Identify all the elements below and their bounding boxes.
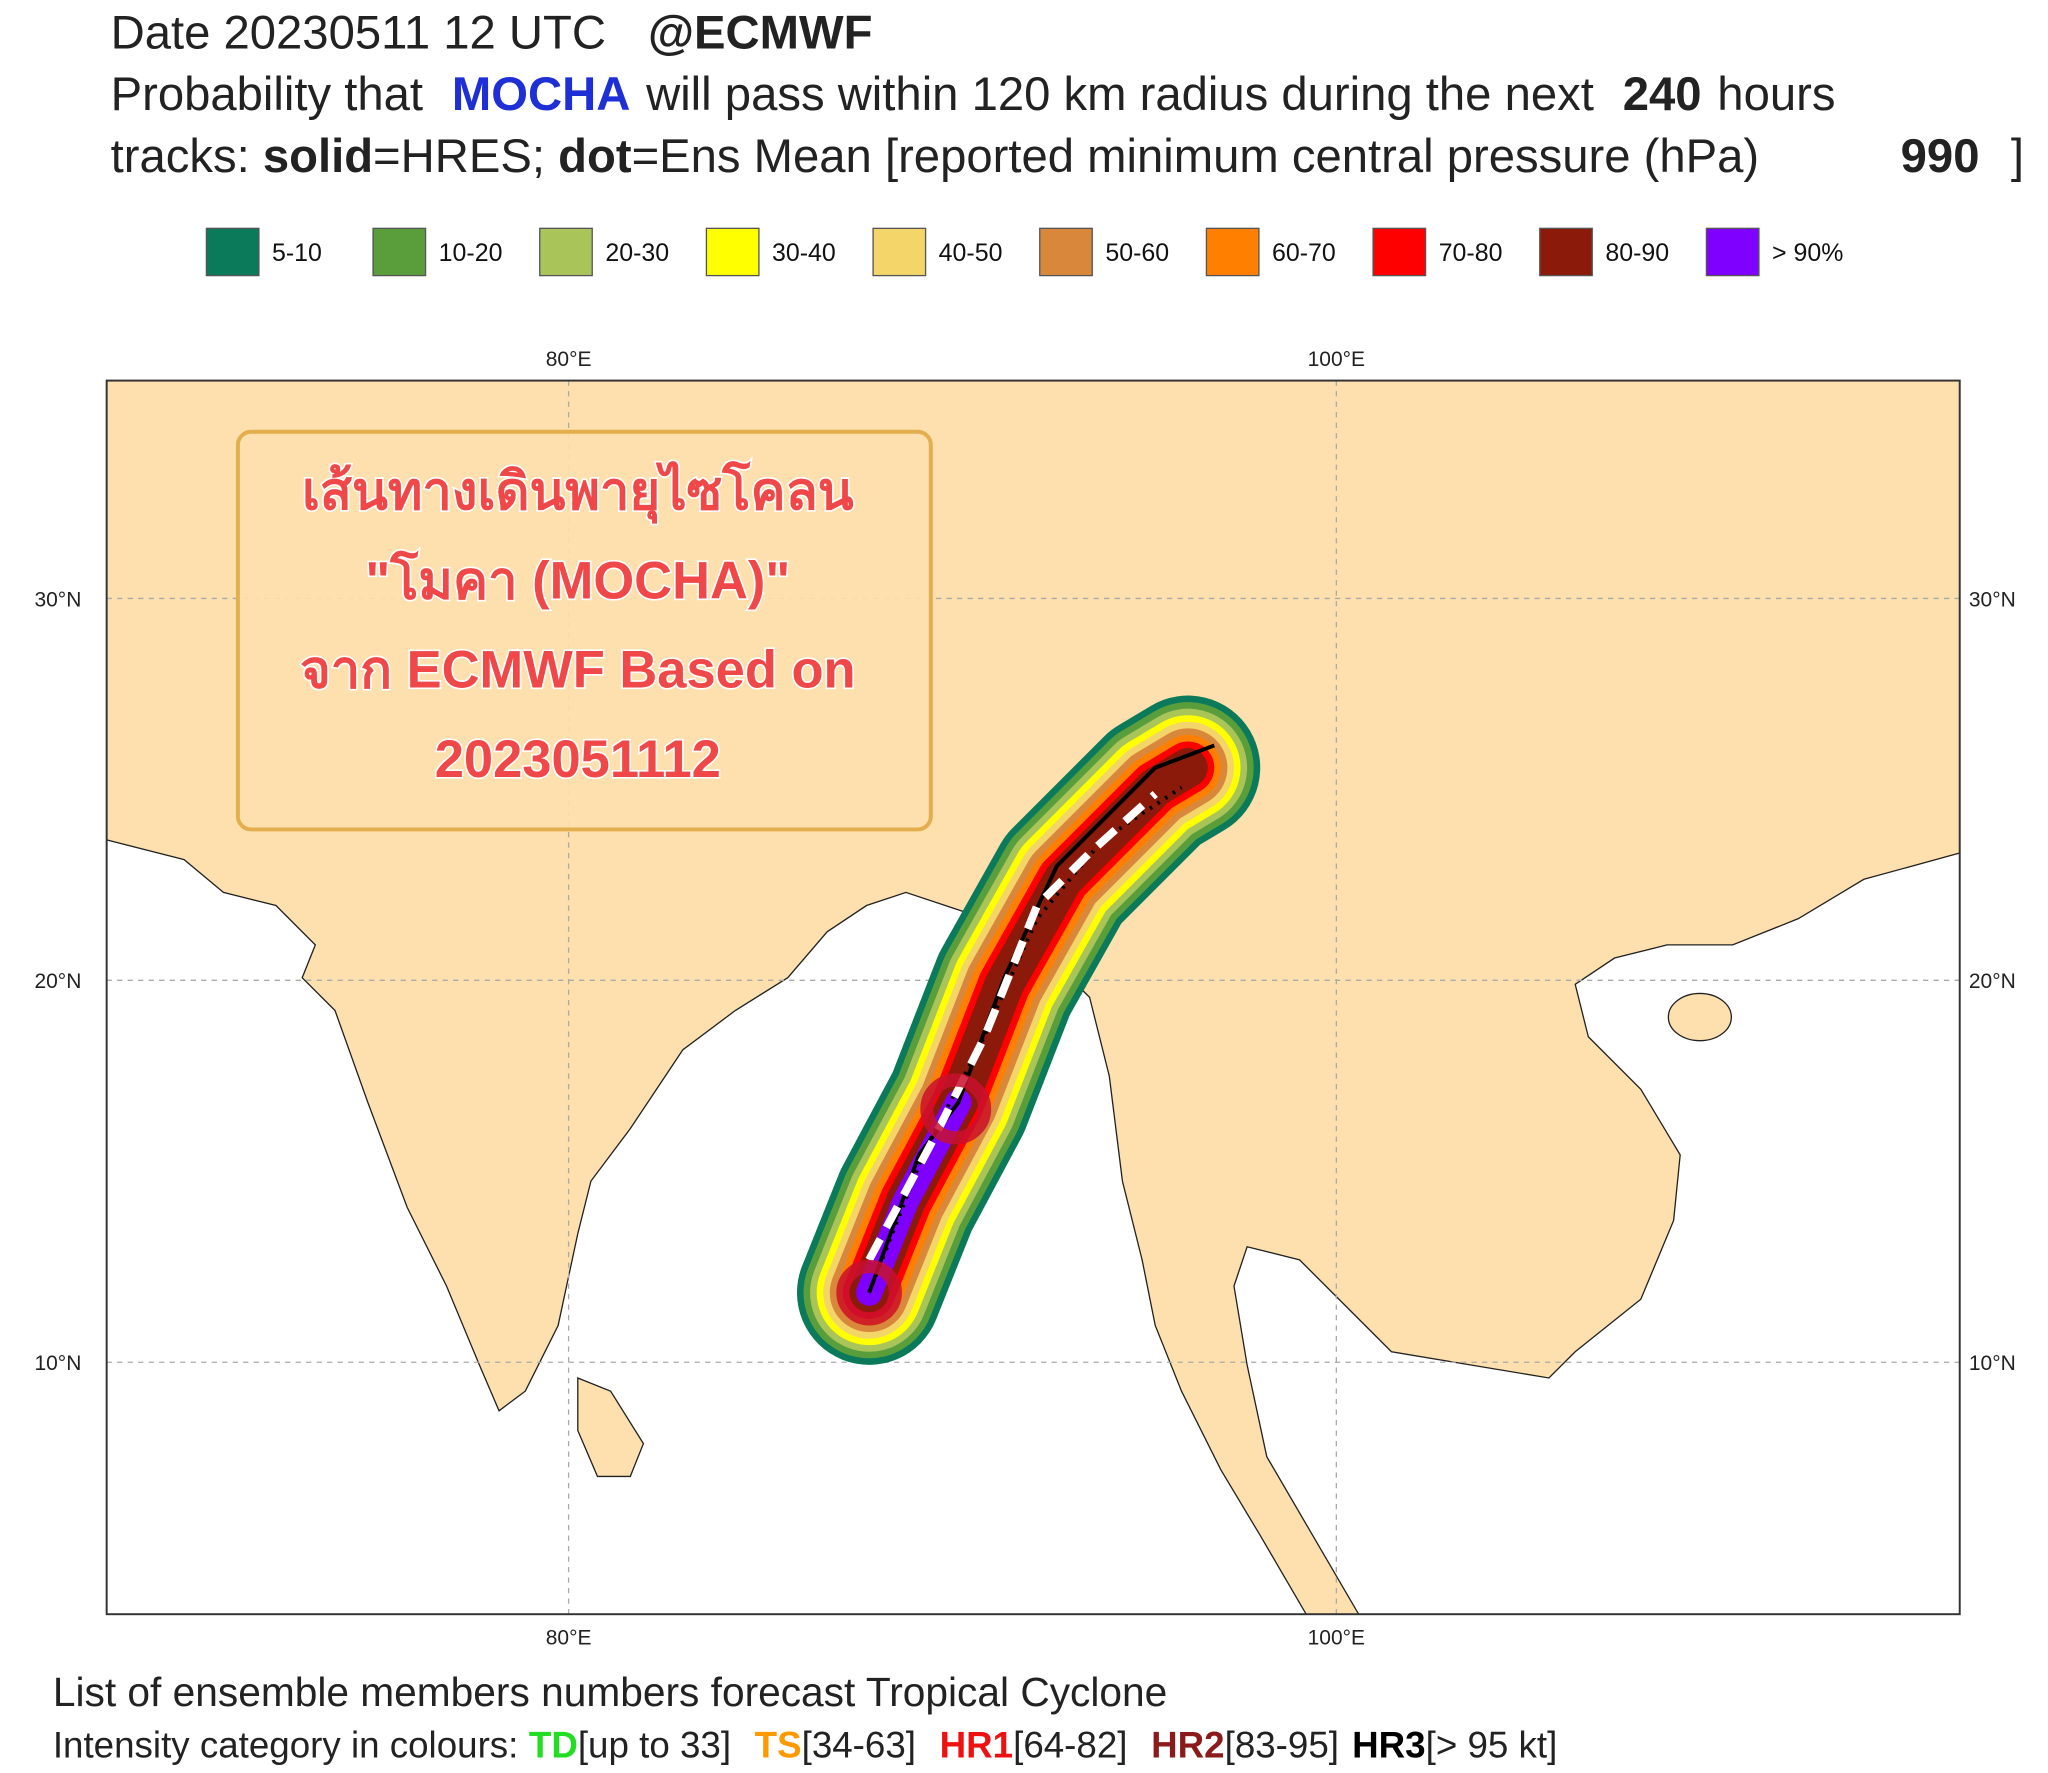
legend-label: 20-30 (605, 239, 669, 267)
island (1667, 992, 1733, 1042)
lat-label: 30°N (34, 588, 81, 611)
storm-name: MOCHA (452, 68, 630, 121)
text: tracks: (111, 130, 250, 183)
text: =HRES; (373, 130, 545, 183)
lon-label: 100°E (1308, 1626, 1365, 1649)
legend-label: 80-90 (1605, 239, 1669, 267)
legend-label: 40-50 (939, 239, 1003, 267)
header-line: tracks: solid=HRES; dot=Ens Mean [reported… (111, 130, 1760, 183)
island (577, 1377, 645, 1478)
legend-swatch (1205, 227, 1260, 277)
legend-label: 5-10 (272, 239, 322, 267)
map-frame (105, 379, 1961, 1616)
lon-label: 80°E (546, 1626, 592, 1649)
category: HR1 (940, 1724, 1014, 1765)
legend-swatch (1539, 227, 1593, 277)
range: [64-82] (1013, 1724, 1127, 1765)
ens-mean-track (867, 785, 1183, 1294)
legend-swatch (872, 227, 927, 277)
range: [> 95 kt] (1426, 1724, 1558, 1765)
direction-arrow (865, 791, 1158, 1262)
highlight-circle (920, 1073, 992, 1145)
category: TD (529, 1724, 578, 1765)
legend-label: > 90% (1772, 239, 1843, 267)
text: ] (2011, 130, 2024, 183)
category: TS (755, 1724, 802, 1765)
lon-label: 100°E (1308, 348, 1365, 371)
legend-label: 70-80 (1439, 239, 1503, 267)
legend-label: 50-60 (1105, 239, 1169, 267)
legend-swatch (205, 227, 260, 277)
text: Probability that (111, 68, 423, 121)
map: 80°E 100°E 80°E 100°E 30°N 20°N 10°N 30°… (34, 348, 2015, 1649)
legend-label: 60-70 (1272, 239, 1336, 267)
legend: 5-10 10-20 20-30 30-40 40-50 50-60 60-70 70-80 8… (205, 227, 1843, 277)
legend-swatch (1039, 227, 1093, 277)
legend-swatch (372, 227, 427, 277)
highlight-circle (836, 1259, 902, 1326)
hours: 240 (1623, 68, 1702, 121)
header-line: Date 20230511 12 UTC @ECMWF (111, 7, 873, 60)
header-line: Probability that MOCHA will pass within 12… (111, 68, 1836, 121)
range: [34-63] (802, 1724, 916, 1765)
legend-swatch (1705, 227, 1760, 277)
lat-label: 10°N (34, 1352, 81, 1375)
lat-label: 10°N (1969, 1352, 2016, 1375)
sea (1233, 852, 1961, 1615)
overlay-text: 2023051112 (435, 730, 721, 789)
category: HR2 (1151, 1724, 1225, 1765)
overlay-text: จาก ECMWF Based on (300, 641, 856, 700)
pressure: 990 (1901, 130, 1980, 183)
text: =Ens Mean [reported minimum central pres… (632, 130, 1760, 183)
text: dot (558, 130, 632, 183)
overlay-text: "โมคา (MOCHA)" (365, 549, 790, 610)
footer-intensity: Intensity category in colours: TD[up to 3… (53, 1724, 1557, 1765)
text: Intensity category in colours: (53, 1724, 519, 1765)
lat-label: 20°N (1969, 970, 2016, 993)
text: hours (1717, 68, 1835, 121)
legend-swatch (1372, 227, 1427, 277)
text: solid (263, 130, 373, 183)
legend-label: 30-40 (772, 239, 836, 267)
date: Date 20230511 12 UTC (111, 7, 606, 60)
tracks (836, 743, 1215, 1326)
category: HR3 (1352, 1724, 1425, 1765)
overlay-box (235, 429, 933, 832)
lon-label: 80°E (546, 348, 592, 371)
lat-label: 30°N (1969, 588, 2016, 611)
source: @ECMWF (648, 7, 872, 60)
footer-title: List of ensemble members numbers forecas… (53, 1669, 1167, 1715)
lat-label: 20°N (34, 970, 81, 993)
legend-swatch (539, 227, 593, 277)
overlay-text: เส้นทางเดินพายุไซโคลน (302, 460, 854, 524)
range: [83-95] (1225, 1724, 1339, 1765)
legend-swatch (705, 227, 760, 277)
range: [up to 33] (578, 1724, 731, 1765)
legend-label: 10-20 (439, 239, 503, 267)
text: will pass within 120 km radius during th… (645, 68, 1594, 121)
